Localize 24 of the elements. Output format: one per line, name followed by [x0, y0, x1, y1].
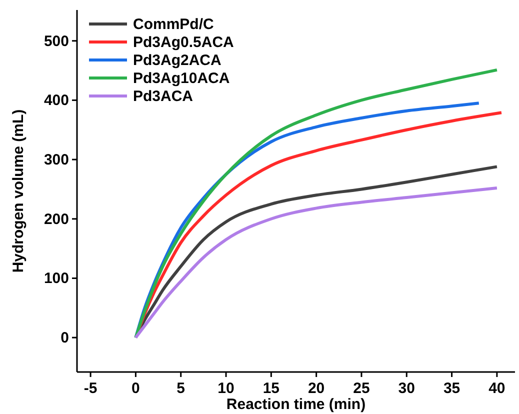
y-tick-label: 100 [44, 270, 69, 288]
x-tick-label: 15 [262, 380, 280, 397]
legend-label: Pd3Ag10ACA [133, 70, 230, 87]
x-tick-label: 40 [488, 380, 506, 397]
y-tick-label: 200 [44, 210, 69, 228]
legend-label: Pd3Ag2ACA [133, 52, 222, 69]
x-tick-label: -5 [84, 380, 98, 397]
y-tick-label: 0 [60, 330, 69, 347]
y-tick-label: 400 [44, 92, 69, 110]
legend-label: Pd3Ag0.5ACA [133, 34, 234, 51]
x-tick-label: 30 [398, 380, 415, 397]
y-tick-label: 300 [44, 152, 69, 169]
x-tick-label: 10 [218, 380, 234, 397]
x-tick-label: 25 [353, 380, 370, 397]
x-tick-label: 35 [443, 380, 460, 397]
line-series [134, 68, 498, 340]
legend-label: CommPd/C [133, 16, 214, 33]
x-tick-label: 5 [176, 380, 186, 397]
y-axis-title: Hydrogen volume (mL) [10, 109, 27, 273]
y-tick-label: 500 [44, 32, 69, 50]
legend-label: Pd3ACA [133, 88, 194, 105]
x-tick-label: 20 [308, 380, 325, 397]
x-axis-title: Reaction time (min) [226, 396, 366, 413]
x-tick-label: 0 [132, 380, 140, 397]
